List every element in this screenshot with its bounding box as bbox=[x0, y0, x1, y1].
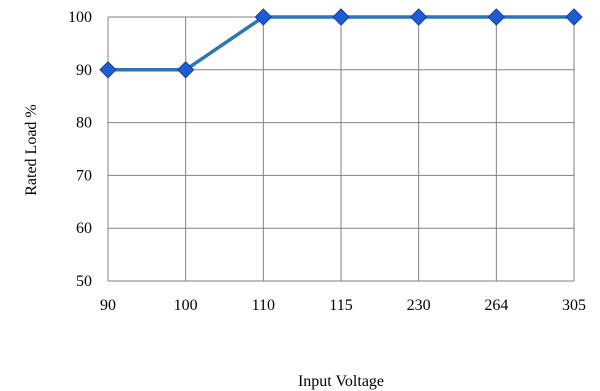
x-tick-label: 230 bbox=[407, 297, 431, 314]
y-axis-ticks: 50 60 70 80 90 100 bbox=[68, 9, 92, 290]
data-point-marker bbox=[332, 8, 350, 26]
data-point-marker bbox=[254, 8, 273, 26]
x-tick-label: 264 bbox=[484, 297, 508, 314]
y-tick-label: 100 bbox=[68, 9, 92, 26]
y-tick-label: 80 bbox=[76, 115, 92, 132]
x-axis-ticks: 90 100 110 115 230 264 305 bbox=[100, 297, 586, 314]
x-axis-title: Input Voltage bbox=[298, 373, 384, 390]
series-layer bbox=[99, 8, 583, 79]
data-point-marker bbox=[487, 8, 506, 26]
y-tick-label: 60 bbox=[76, 220, 92, 237]
y-axis-title: Rated Load % bbox=[23, 104, 40, 196]
x-tick-label: 100 bbox=[174, 297, 198, 314]
y-tick-label: 90 bbox=[76, 62, 92, 79]
data-point-marker bbox=[409, 8, 428, 26]
y-tick-label: 70 bbox=[76, 167, 92, 184]
data-point-marker bbox=[176, 61, 195, 79]
data-point-marker bbox=[99, 61, 117, 79]
data-point-marker bbox=[565, 8, 583, 26]
x-tick-label: 115 bbox=[329, 297, 352, 314]
x-tick-label: 305 bbox=[562, 297, 586, 314]
x-tick-label: 110 bbox=[252, 297, 275, 314]
x-tick-label: 90 bbox=[100, 297, 116, 314]
plot-grid bbox=[107, 16, 575, 282]
y-tick-label: 50 bbox=[76, 273, 92, 290]
